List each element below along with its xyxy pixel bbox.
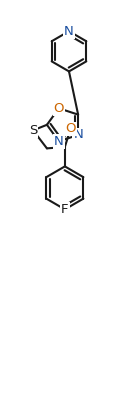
Text: N: N	[54, 135, 64, 148]
Text: N: N	[73, 129, 83, 141]
Text: F: F	[61, 203, 69, 216]
Text: O: O	[65, 122, 76, 136]
Text: N: N	[64, 25, 74, 38]
Text: S: S	[29, 124, 37, 137]
Text: O: O	[54, 102, 64, 115]
